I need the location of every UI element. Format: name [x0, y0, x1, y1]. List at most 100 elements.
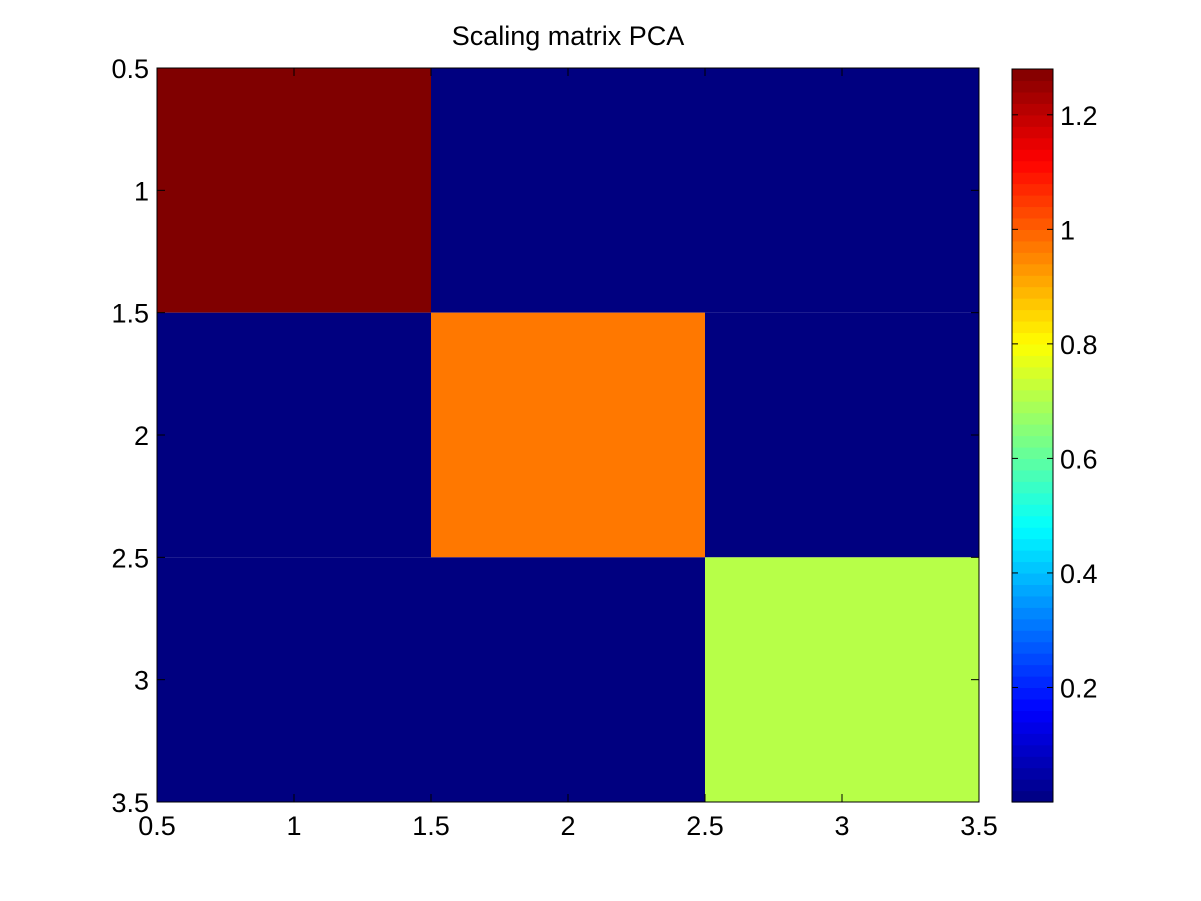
colorbar-segment	[1012, 355, 1053, 368]
colorbar-segment	[1012, 572, 1053, 585]
y-tick-label: 0.5	[111, 54, 149, 84]
colorbar-tick-labels: 0.2 0.4 0.6 0.8 1 1.2	[1060, 101, 1098, 704]
x-tick-label: 1	[286, 811, 301, 841]
colorbar-segment	[1012, 103, 1053, 116]
colorbar-box	[1011, 68, 1054, 803]
colorbar-segment	[1012, 126, 1053, 139]
colorbar-segment	[1012, 595, 1053, 608]
colorbar-segment	[1012, 160, 1053, 173]
colorbar-segment	[1012, 481, 1053, 494]
colorbar-segment	[1012, 469, 1053, 482]
x-tick-label: 1.5	[412, 811, 450, 841]
axes-box	[156, 67, 980, 803]
y-tick-label: 3.5	[111, 788, 149, 818]
colorbar-segment	[1012, 515, 1053, 528]
colorbar-segment	[1012, 309, 1053, 322]
colorbar-segment	[1012, 275, 1053, 288]
colorbar-segment	[1012, 137, 1053, 150]
colorbar-segment	[1012, 69, 1053, 82]
colorbar-segment	[1012, 504, 1053, 517]
colorbar-ticks	[1012, 114, 1053, 688]
colorbar-segment	[1012, 183, 1053, 196]
colorbar-segment	[1012, 263, 1053, 276]
colorbar-segment	[1012, 424, 1053, 437]
colorbar-segment	[1012, 767, 1053, 780]
colorbar-segment	[1012, 779, 1053, 792]
colorbar-segment	[1012, 80, 1053, 93]
colorbar-segment	[1012, 252, 1053, 265]
colorbar-tick-label: 1	[1060, 215, 1075, 245]
heatmap-cell-r3-c1	[157, 557, 431, 802]
colorbar-segment	[1012, 653, 1053, 666]
colorbar-segment	[1012, 206, 1053, 219]
colorbar-segment	[1012, 664, 1053, 677]
heatmap-cell-r1-c3	[705, 68, 979, 313]
colorbar-segment	[1012, 389, 1053, 402]
colorbar-segment	[1012, 320, 1053, 334]
colorbar-segment	[1012, 756, 1053, 769]
colorbar-segment	[1012, 641, 1053, 654]
colorbar-segment	[1012, 538, 1053, 551]
colorbar-segment	[1012, 687, 1053, 700]
colorbar-segment	[1012, 618, 1053, 631]
colorbar-segment	[1012, 194, 1053, 208]
colorbar-segment	[1012, 366, 1053, 379]
colorbar-segment	[1012, 607, 1053, 620]
heatmap-cell-r3-c3	[705, 557, 979, 802]
chart-title: Scaling matrix PCA	[452, 21, 685, 51]
heatmap-cell-r1-c1	[157, 68, 431, 313]
colorbar-segment	[1012, 733, 1053, 746]
colorbar-segment	[1012, 401, 1053, 414]
colorbar-segment	[1012, 710, 1053, 723]
colorbar-segment	[1012, 744, 1053, 757]
colorbar-segment	[1012, 584, 1053, 597]
heatmap-cells	[157, 68, 979, 802]
y-tick-label: 3	[134, 666, 149, 696]
x-tick-label: 2.5	[686, 811, 724, 841]
colorbar-segment	[1012, 240, 1053, 253]
x-tick-label: 3.5	[960, 811, 998, 841]
x-tick-label: 3	[834, 811, 849, 841]
colorbar-tick-label: 0.8	[1060, 330, 1098, 360]
heatmap-cell-r2-c1	[157, 312, 431, 558]
heatmap-cell-r2-c2	[431, 312, 705, 558]
y-tick-label: 2	[134, 421, 149, 451]
colorbar-segment	[1012, 378, 1053, 391]
colorbar-segment	[1012, 217, 1053, 230]
x-tick-labels: 0.5 1 1.5 2 2.5 3 3.5	[138, 811, 998, 841]
colorbar-segment	[1012, 91, 1053, 104]
colorbar-segment	[1012, 527, 1053, 540]
heatmap-cell-r2-c3	[705, 312, 979, 558]
colorbar-segment	[1012, 412, 1053, 425]
colorbar-segment	[1012, 790, 1053, 803]
colorbar-segment	[1012, 550, 1053, 563]
x-tick-label: 0.5	[138, 811, 176, 841]
colorbar-segment	[1012, 446, 1053, 460]
colorbar-segment	[1012, 343, 1053, 356]
heatmap-cell-r1-c2	[431, 68, 705, 313]
colorbar-segment	[1012, 698, 1053, 711]
colorbar-segment	[1012, 458, 1053, 471]
colorbar-tick-label: 1.2	[1060, 101, 1098, 131]
colorbar-segment	[1012, 149, 1053, 162]
heatmap-cell-r3-c2	[431, 557, 705, 802]
colorbar-segment	[1012, 492, 1053, 505]
colorbar-segment	[1012, 229, 1053, 242]
colorbar-segment	[1012, 721, 1053, 734]
colorbar: 0.2 0.4 0.6 0.8 1 1.2	[1011, 68, 1098, 803]
colorbar-segment	[1012, 286, 1053, 299]
colorbar-segment	[1012, 172, 1053, 185]
x-tick-label: 2	[560, 811, 575, 841]
colorbar-tick-label: 0.6	[1060, 444, 1098, 474]
colorbar-segment	[1012, 332, 1053, 345]
colorbar-tick-label: 0.4	[1060, 559, 1098, 589]
y-tick-label: 1.5	[111, 299, 149, 329]
colorbar-segment	[1012, 435, 1053, 448]
colorbar-segment	[1012, 114, 1053, 127]
colorbar-segment	[1012, 298, 1053, 311]
colorbar-segment	[1012, 561, 1053, 574]
y-tick-label: 1	[134, 176, 149, 206]
colorbar-segment	[1012, 676, 1053, 689]
y-tick-label: 2.5	[111, 543, 149, 573]
